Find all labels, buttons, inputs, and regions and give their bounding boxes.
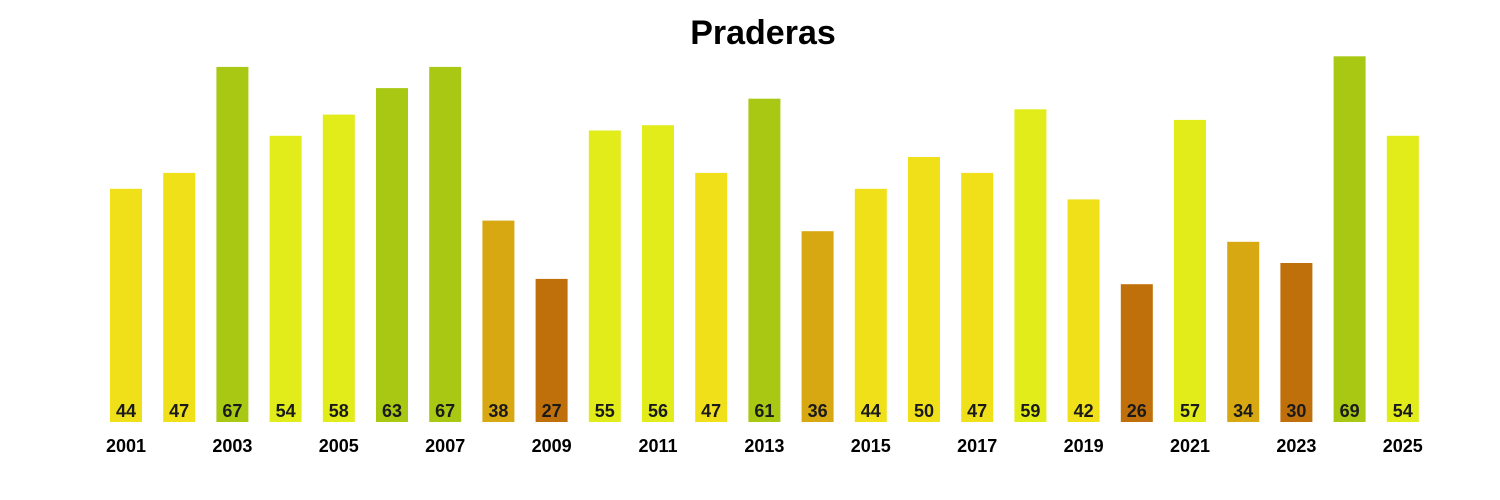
bars-group xyxy=(110,56,1419,423)
bar-value-label-2006: 63 xyxy=(382,401,402,421)
bar-value-label-2025: 54 xyxy=(1393,401,1413,421)
x-tick-label-2015: 2015 xyxy=(851,436,891,456)
bar-2025 xyxy=(1386,135,1419,423)
x-axis-tick-labels: 2001 2003 2005 2007 2009 2011 2013 2015 2017 2019… xyxy=(106,436,1423,456)
bar-2007 xyxy=(429,66,462,423)
x-tick-label-2025: 2025 xyxy=(1383,436,1423,456)
bar-2003 xyxy=(216,66,249,423)
value-labels-group: 44 47 67 54 58 63 67 38 27 55 56 47 61 36 44 50 47 59 42 26… xyxy=(116,401,1413,421)
bar-value-label-2008: 38 xyxy=(488,401,508,421)
x-tick-label-2021: 2021 xyxy=(1170,436,1210,456)
bar-value-label-2002: 47 xyxy=(169,401,189,421)
bar-2004 xyxy=(269,135,302,423)
bar-value-label-2007: 67 xyxy=(435,401,455,421)
bar-2006 xyxy=(376,88,408,422)
bar-2015 xyxy=(854,188,887,422)
bar-value-label-2019: 42 xyxy=(1074,401,1094,421)
bar-2008 xyxy=(482,220,515,422)
bar-2014 xyxy=(801,231,834,422)
bar-value-label-2010: 55 xyxy=(595,401,615,421)
x-tick-label-2007: 2007 xyxy=(425,436,465,456)
bar-2010 xyxy=(588,130,621,422)
bar-2009 xyxy=(535,278,568,422)
bar-2016 xyxy=(908,157,940,422)
x-tick-label-2003: 2003 xyxy=(212,436,252,456)
bar-value-label-2013: 61 xyxy=(754,401,774,421)
bar-value-label-2016: 50 xyxy=(914,401,934,421)
bar-value-label-2021: 57 xyxy=(1180,401,1200,421)
bar-value-label-2017: 47 xyxy=(967,401,987,421)
bar-value-label-2004: 54 xyxy=(276,401,296,421)
x-tick-label-2017: 2017 xyxy=(957,436,997,456)
bar-value-label-2023: 30 xyxy=(1286,401,1306,421)
x-tick-label-2013: 2013 xyxy=(744,436,784,456)
bar-value-label-2018: 59 xyxy=(1020,401,1040,421)
bar-2020 xyxy=(1120,284,1153,422)
bar-2013 xyxy=(748,98,781,422)
bar-2019 xyxy=(1067,199,1100,422)
bar-value-label-2020: 26 xyxy=(1127,401,1147,421)
bar-2001 xyxy=(110,188,142,422)
chart-title: Praderas xyxy=(690,14,836,52)
x-tick-label-2011: 2011 xyxy=(638,436,677,456)
bar-2022 xyxy=(1227,241,1260,422)
bar-value-label-2011: 56 xyxy=(648,401,668,421)
bar-2005 xyxy=(322,114,355,422)
x-tick-label-2019: 2019 xyxy=(1064,436,1104,456)
bar-value-label-2003: 67 xyxy=(222,401,242,421)
x-tick-label-2001: 2001 xyxy=(106,436,146,456)
bar-2002 xyxy=(163,172,196,422)
bar-value-label-2009: 27 xyxy=(542,401,562,421)
bar-2024 xyxy=(1333,56,1366,423)
bar-value-label-2014: 36 xyxy=(808,401,828,421)
bar-value-label-2012: 47 xyxy=(701,401,721,421)
bar-value-label-2022: 34 xyxy=(1233,401,1253,421)
bar-value-label-2001: 44 xyxy=(116,401,136,421)
bar-2023 xyxy=(1280,263,1313,422)
bar-value-label-2005: 58 xyxy=(329,401,349,421)
bar-2012 xyxy=(695,172,728,422)
x-tick-label-2023: 2023 xyxy=(1276,436,1316,456)
bar-2017 xyxy=(961,172,994,422)
x-tick-label-2009: 2009 xyxy=(532,436,572,456)
bar-value-label-2024: 69 xyxy=(1340,401,1360,421)
bar-2018 xyxy=(1014,109,1047,423)
bar-2021 xyxy=(1174,119,1206,423)
bar-value-label-2015: 44 xyxy=(861,401,881,421)
x-tick-label-2005: 2005 xyxy=(319,436,359,456)
bar-2011 xyxy=(642,125,674,422)
